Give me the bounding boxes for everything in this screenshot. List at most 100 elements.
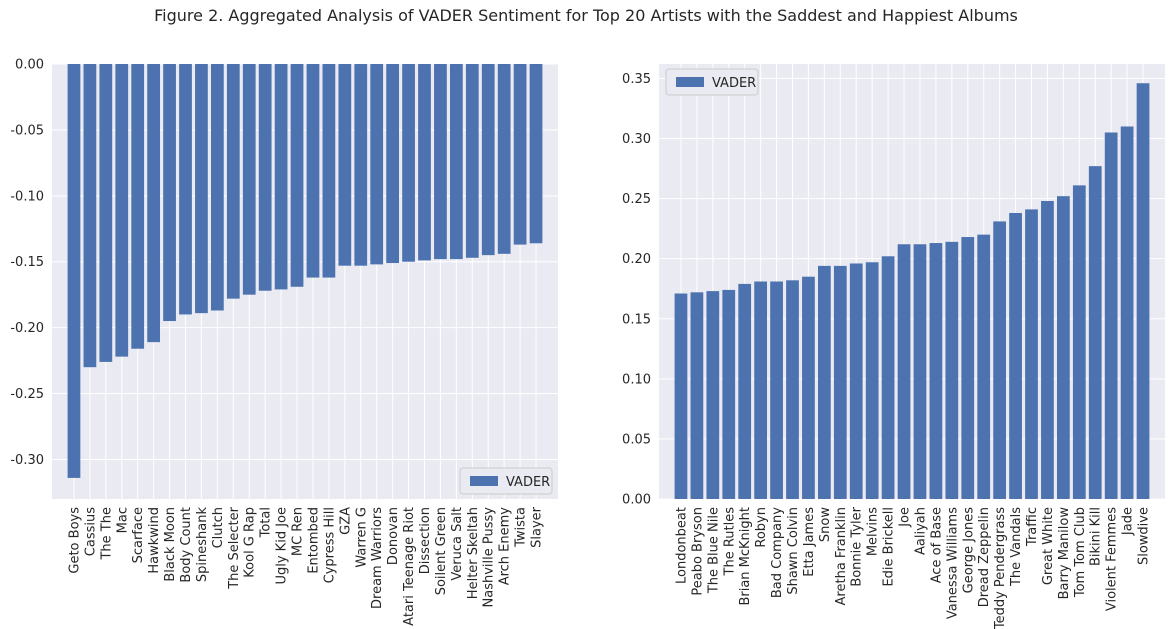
bar bbox=[833, 265, 847, 499]
bar bbox=[465, 64, 479, 258]
bar bbox=[1056, 196, 1070, 500]
x-tick-label: The Vandals bbox=[1009, 507, 1024, 587]
bar bbox=[226, 64, 240, 299]
legend-swatch bbox=[470, 476, 498, 486]
bar bbox=[913, 244, 927, 499]
bar bbox=[481, 64, 495, 256]
bar bbox=[402, 64, 415, 262]
bar bbox=[434, 64, 447, 260]
bar bbox=[897, 244, 911, 499]
bar bbox=[529, 64, 543, 244]
x-tick-label: Nashville Pussy bbox=[482, 507, 497, 608]
bar bbox=[131, 64, 145, 349]
x-tick-label: George Jones bbox=[961, 507, 976, 594]
x-tick-label: Slowdive bbox=[1137, 507, 1152, 565]
x-tick-label: Joe bbox=[898, 507, 913, 528]
bar bbox=[1041, 200, 1054, 499]
y-tick-label: -0.30 bbox=[10, 453, 44, 468]
x-tick-label: The Blue Nile bbox=[706, 507, 721, 594]
x-tick-label: Traffic bbox=[1025, 507, 1040, 547]
bar bbox=[1025, 209, 1038, 499]
x-tick-label: Robyn bbox=[754, 507, 769, 548]
y-tick-label: -0.10 bbox=[10, 189, 44, 204]
bar bbox=[881, 256, 895, 499]
x-tick-label: Vanessa Williams bbox=[945, 507, 960, 619]
x-tick-label: Brian McKnight bbox=[738, 507, 753, 606]
bar bbox=[977, 234, 991, 499]
x-tick-label: Kool G Rap bbox=[243, 507, 258, 578]
x-tick-label: Melvins bbox=[866, 507, 881, 556]
x-tick-label: Dread Zeppelin bbox=[977, 507, 992, 607]
y-tick-label: 0.15 bbox=[622, 312, 651, 327]
y-tick-label: 0.00 bbox=[622, 493, 651, 508]
x-tick-label: Helter Skeltah bbox=[466, 507, 481, 599]
x-tick-label: Edie Brickell bbox=[882, 507, 897, 587]
x-tick-label: Black Moon bbox=[163, 507, 178, 582]
bar bbox=[147, 64, 161, 343]
x-tick-label: Soilent Green bbox=[434, 507, 449, 595]
x-tick-label: Violent Femmes bbox=[1105, 507, 1120, 611]
y-tick-label: -0.15 bbox=[10, 255, 44, 270]
bar bbox=[449, 64, 463, 260]
bar bbox=[817, 265, 831, 499]
legend-box bbox=[459, 467, 553, 495]
bar bbox=[290, 64, 304, 287]
x-tick-label: Total bbox=[259, 507, 274, 538]
x-tick-label: Geto Boys bbox=[67, 507, 82, 574]
bar bbox=[786, 280, 799, 499]
x-tick-label: Bonnie Tyler bbox=[850, 506, 865, 586]
bar bbox=[738, 283, 752, 499]
x-tick-label: Entombed bbox=[306, 507, 321, 574]
y-tick-label: -0.25 bbox=[10, 387, 44, 402]
x-tick-label: Bad Company bbox=[770, 507, 785, 598]
x-tick-label: Spineshank bbox=[195, 507, 210, 583]
y-tick-label: 0.35 bbox=[622, 72, 651, 87]
y-tick-label: 0.10 bbox=[622, 372, 651, 387]
bar bbox=[274, 64, 288, 290]
y-tick-label: 0.20 bbox=[622, 252, 651, 267]
x-tick-label: Teddy Pendergrass bbox=[993, 507, 1008, 629]
bar bbox=[754, 281, 768, 499]
x-tick-label: Donovan bbox=[386, 507, 401, 565]
bar bbox=[993, 221, 1007, 500]
x-tick-label: Warren G bbox=[354, 507, 369, 568]
bar bbox=[770, 281, 783, 499]
y-tick-label: 0.30 bbox=[622, 132, 651, 147]
bar bbox=[195, 64, 208, 314]
legend: VADER bbox=[459, 467, 553, 495]
bar bbox=[418, 64, 431, 261]
bar bbox=[115, 64, 129, 357]
x-tick-label: The Rutles bbox=[722, 507, 737, 577]
bar bbox=[722, 289, 736, 499]
bar bbox=[306, 64, 320, 278]
x-tick-label: Shawn Colvin bbox=[786, 507, 801, 595]
bar bbox=[706, 291, 720, 499]
bar bbox=[865, 262, 879, 499]
bar bbox=[242, 64, 256, 295]
bar bbox=[674, 293, 688, 499]
legend-box bbox=[665, 68, 759, 96]
x-tick-label: Cassius bbox=[83, 507, 98, 556]
x-tick-label: Ace of Base bbox=[929, 507, 944, 583]
x-tick-label: Slayer bbox=[530, 506, 545, 548]
x-tick-label: Dissection bbox=[418, 507, 433, 574]
x-tick-label: Great White bbox=[1041, 507, 1056, 585]
chart-happiest: 0.00 0.05 0.10 0.15 0.20 0.25 0.30 0.35 Londonbe… bbox=[622, 64, 1165, 629]
x-tick-label: Tom Tom Club bbox=[1073, 507, 1088, 598]
x-tick-label: Arch Enemy bbox=[498, 507, 513, 586]
bar bbox=[945, 241, 959, 499]
x-tick-label: Mac bbox=[115, 507, 130, 533]
bar bbox=[929, 243, 943, 499]
x-tick-label: MC Ren bbox=[291, 507, 306, 556]
x-tick-label: Dream Warriors bbox=[370, 507, 385, 609]
bar bbox=[163, 64, 176, 322]
bar bbox=[338, 64, 352, 266]
x-tick-label: Scarface bbox=[131, 507, 146, 563]
bar bbox=[83, 64, 97, 368]
x-tick-label: Aaliyah bbox=[913, 507, 928, 555]
bar bbox=[961, 237, 975, 499]
bar bbox=[1136, 83, 1150, 500]
y-tick-label: 0.05 bbox=[622, 432, 651, 447]
bar bbox=[210, 64, 224, 311]
